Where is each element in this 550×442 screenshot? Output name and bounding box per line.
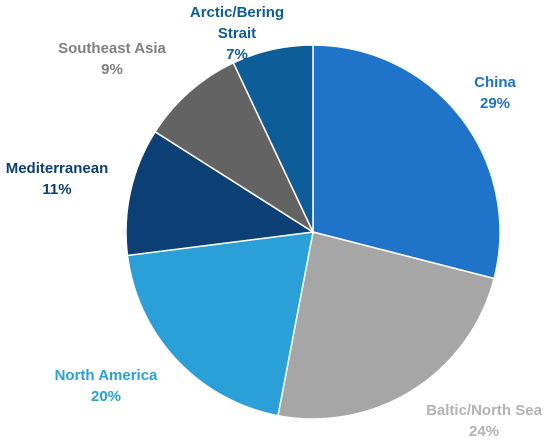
slice-label: Mediterranean 11% bbox=[0, 158, 122, 200]
pie-slice bbox=[232, 44, 314, 233]
pie-slice bbox=[126, 231, 314, 417]
category-label: China bbox=[474, 74, 516, 91]
value-label: 29% bbox=[479, 95, 511, 112]
category-label: Mediterranean bbox=[5, 160, 109, 177]
category-label: Southeast Asia bbox=[58, 40, 166, 57]
category-label: Baltic/North Sea bbox=[426, 402, 542, 419]
value-label: 20% bbox=[90, 388, 122, 405]
category-label: North America bbox=[54, 367, 158, 384]
pie-slice bbox=[125, 130, 316, 257]
slice-label: China 29% bbox=[455, 72, 535, 114]
value-label: 24% bbox=[468, 423, 500, 440]
value-label: 9% bbox=[101, 61, 123, 78]
slice-label: Arctic/Bering Strait 7% bbox=[177, 2, 297, 65]
value-label: 7% bbox=[226, 46, 248, 63]
slice-label: Baltic/North Sea 24% bbox=[414, 400, 550, 442]
value-label: 11% bbox=[42, 181, 72, 198]
slice-label: North America 20% bbox=[36, 365, 176, 407]
slice-label: Southeast Asia 9% bbox=[42, 38, 182, 80]
pie-slice bbox=[154, 61, 315, 235]
pie-slice bbox=[312, 44, 501, 280]
pie-slice bbox=[277, 231, 496, 420]
category-label: Arctic/Bering Strait bbox=[189, 4, 285, 42]
